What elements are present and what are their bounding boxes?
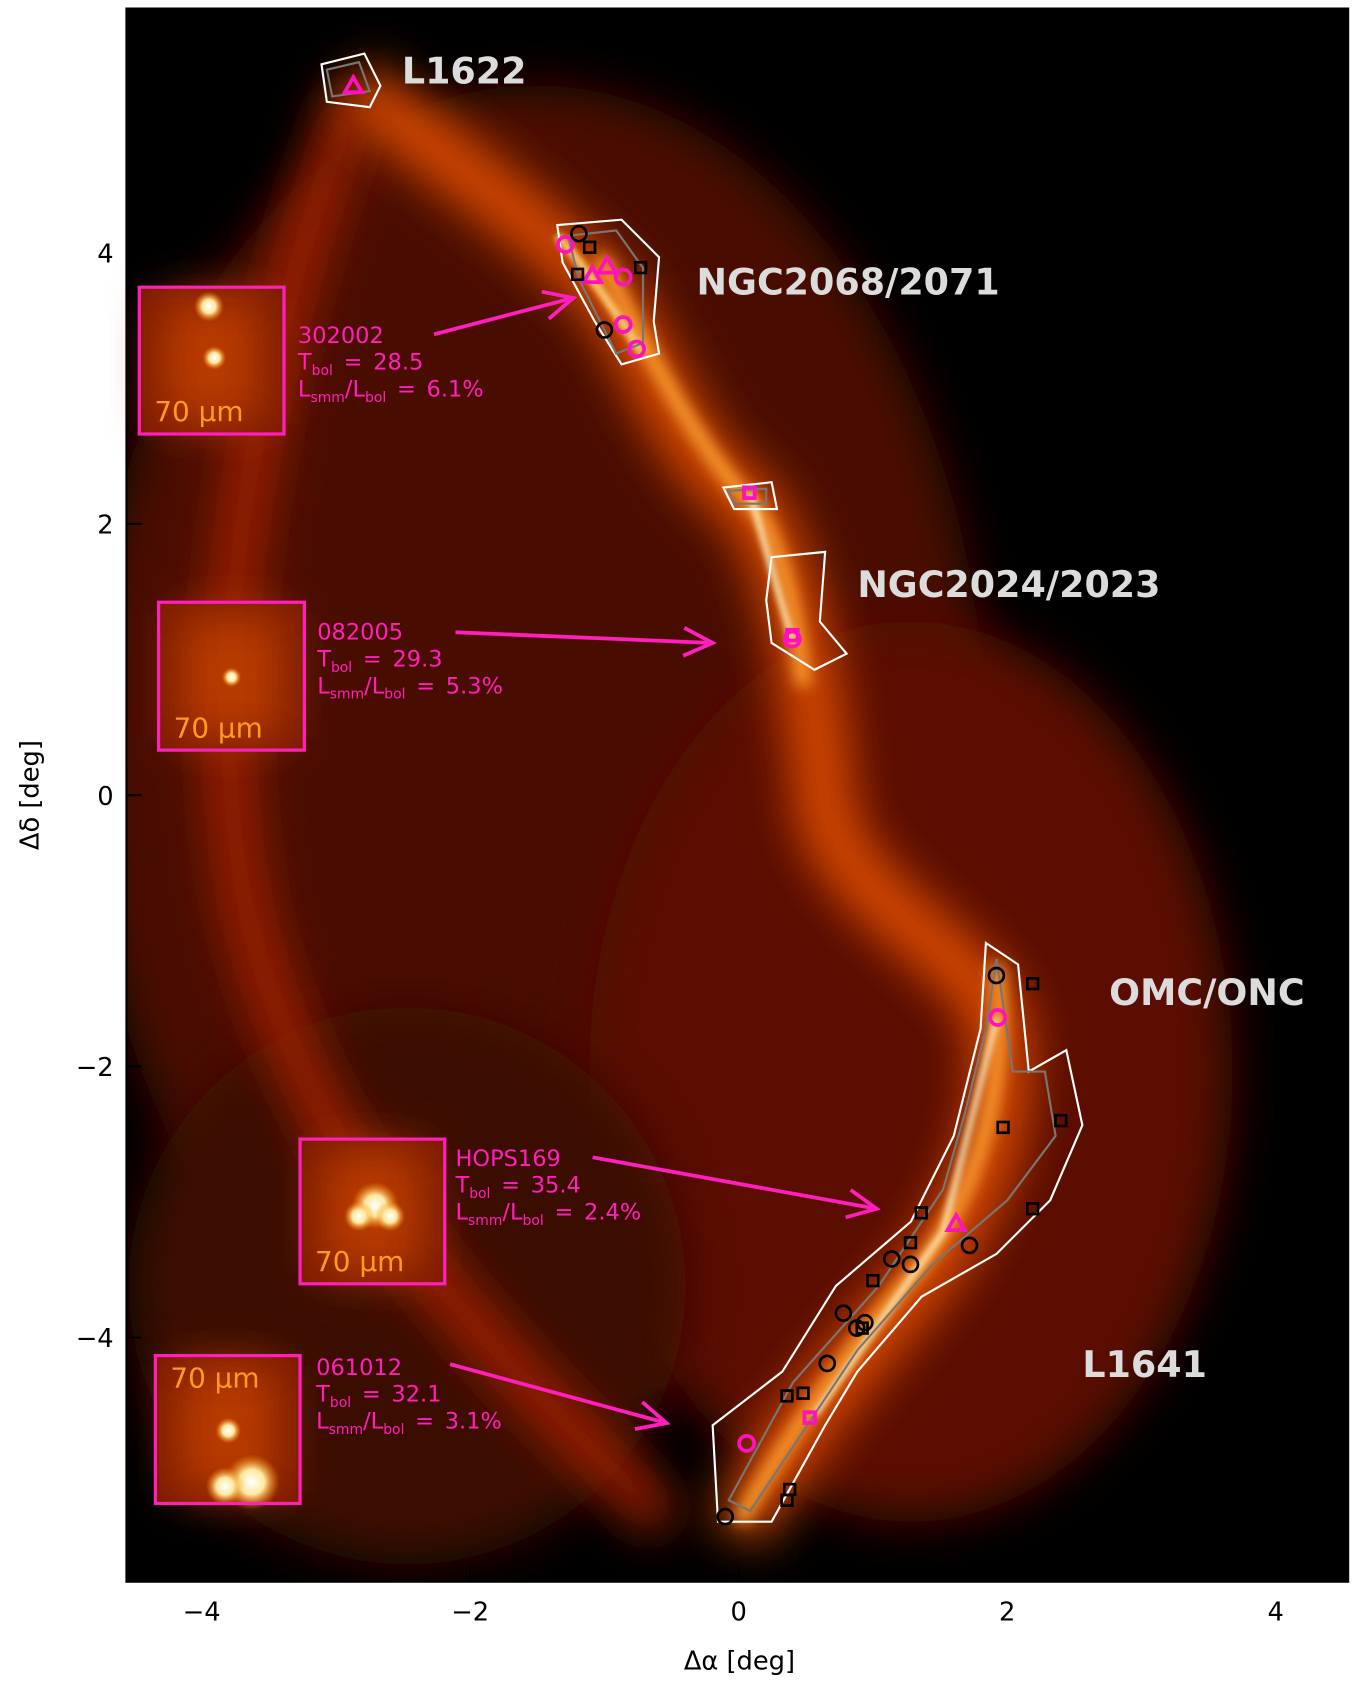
region-label: L1641 xyxy=(1082,1343,1207,1386)
symbol: T xyxy=(454,1173,469,1199)
lratio-value: 2.4% xyxy=(584,1199,641,1225)
figure: 70 μm302002Tbol=28.5Lsmm/Lbol=6.1%70 μm0… xyxy=(0,0,1361,1691)
subscript: bol xyxy=(383,1422,404,1438)
subscript: bol xyxy=(469,1186,490,1202)
y-tick-label: −2 xyxy=(76,1053,114,1083)
subscript: bol xyxy=(330,1395,351,1411)
subscript: bol xyxy=(384,687,405,703)
y-tick-label: −4 xyxy=(76,1324,114,1354)
inset-source xyxy=(215,1418,241,1444)
symbol: L xyxy=(455,1199,468,1225)
region-label: OMC/ONC xyxy=(1109,971,1304,1014)
inset-source-name: HOPS169 xyxy=(455,1146,560,1172)
lratio-value: 6.1% xyxy=(427,376,484,402)
symbol: L xyxy=(316,1408,329,1434)
tbol-value: 29.3 xyxy=(392,647,442,673)
region-label: NGC2068/2071 xyxy=(697,261,1000,304)
y-tick-label: 4 xyxy=(97,239,113,269)
inset-wavelength: 70 μm xyxy=(170,1362,259,1395)
region-label: L1622 xyxy=(402,50,527,93)
inset-source-name: 302002 xyxy=(298,323,384,349)
x-axis-label: Δα [deg] xyxy=(684,1647,795,1677)
subscript: bol xyxy=(312,363,333,379)
symbol: L xyxy=(371,1408,384,1434)
inset-wavelength: 70 μm xyxy=(154,395,243,428)
x-tick-label: −2 xyxy=(451,1597,489,1627)
equals: = xyxy=(416,673,435,699)
tbol-value: 35.4 xyxy=(531,1173,581,1199)
inset-source-name: 061012 xyxy=(316,1355,402,1381)
tbol-value: 32.1 xyxy=(391,1382,441,1408)
subscript: smm xyxy=(468,1213,502,1229)
lratio-value: 3.1% xyxy=(445,1408,502,1434)
inset-wavelength: 70 μm xyxy=(315,1245,404,1278)
symbol: T xyxy=(297,350,312,376)
y-tick-label: 0 xyxy=(97,782,113,812)
symbol: T xyxy=(316,647,331,673)
x-tick-label: 0 xyxy=(730,1597,746,1627)
subscript: smm xyxy=(310,390,344,406)
equals: = xyxy=(362,1382,381,1408)
equals: = xyxy=(554,1199,573,1225)
equals: = xyxy=(415,1408,434,1434)
inset-source xyxy=(222,668,241,687)
inset-source xyxy=(203,346,227,370)
y-tick-label: 2 xyxy=(97,511,113,541)
subscript: bol xyxy=(365,390,386,406)
tbol-value: 28.5 xyxy=(373,350,423,376)
equals: = xyxy=(344,350,363,376)
subscript: smm xyxy=(330,687,364,703)
x-tick-label: 4 xyxy=(1267,1597,1283,1627)
equals: = xyxy=(363,647,382,673)
inset-source xyxy=(194,291,224,321)
region-label: NGC2024/2023 xyxy=(857,563,1160,606)
inset-wavelength: 70 μm xyxy=(174,711,263,744)
equals: = xyxy=(501,1173,520,1199)
inset-source xyxy=(344,1201,374,1231)
x-tick-label: −4 xyxy=(183,1597,221,1627)
symbol: L xyxy=(317,673,330,699)
subscript: bol xyxy=(523,1213,544,1229)
symbol: L xyxy=(510,1199,523,1225)
symbol: T xyxy=(315,1382,330,1408)
x-tick-label: 2 xyxy=(999,1597,1015,1627)
lratio-value: 5.3% xyxy=(446,673,503,699)
subscript: bol xyxy=(331,660,352,676)
inset-source xyxy=(375,1201,405,1231)
inset-source-name: 082005 xyxy=(317,620,403,646)
inset-source xyxy=(206,1467,245,1506)
symbol: L xyxy=(372,673,385,699)
subscript: smm xyxy=(329,1422,363,1438)
y-axis-label: Δδ [deg] xyxy=(16,740,46,850)
equals: = xyxy=(397,376,416,402)
symbol: L xyxy=(352,376,365,402)
symbol: L xyxy=(298,376,311,402)
